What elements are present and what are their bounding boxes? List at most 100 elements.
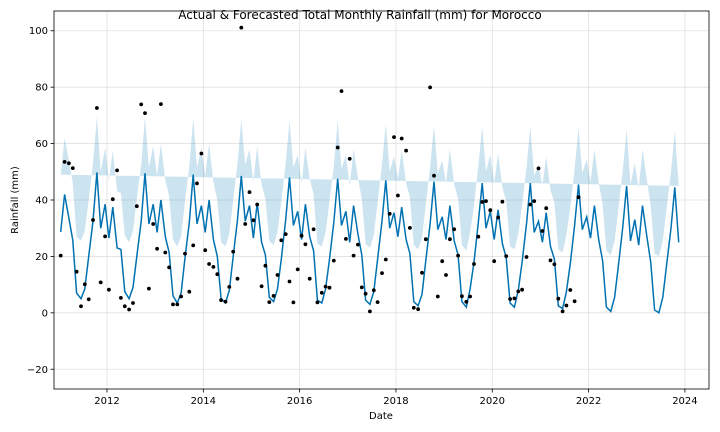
actual-point	[287, 279, 292, 284]
actual-point	[247, 190, 252, 195]
actual-point	[387, 211, 392, 216]
y-tick-label: 40	[35, 196, 48, 207]
x-tick-label: 2016	[287, 396, 312, 407]
actual-point	[576, 195, 581, 200]
actual-point	[275, 273, 280, 277]
y-tick-label: 60	[35, 139, 48, 150]
y-axis-ticks: −20 0 20 40 60 80 100	[27, 26, 54, 376]
actual-point	[283, 232, 288, 237]
actual-point	[251, 218, 256, 223]
actual-point	[347, 156, 352, 161]
actual-point	[359, 285, 364, 290]
actual-point	[131, 301, 135, 305]
actual-point	[552, 262, 557, 267]
x-axis-label: Date	[369, 411, 393, 422]
actual-point	[315, 300, 320, 305]
actual-point	[115, 168, 119, 173]
actual-point	[456, 253, 460, 258]
actual-point	[572, 299, 577, 304]
actual-point	[122, 304, 127, 309]
actual-point	[444, 273, 448, 277]
actual-point	[299, 233, 304, 238]
grid-lines	[54, 11, 709, 389]
actual-point	[404, 148, 408, 153]
actual-point	[319, 290, 324, 295]
actual-point	[127, 307, 131, 312]
actual-point	[488, 208, 493, 213]
actual-point	[199, 151, 204, 156]
actual-point	[508, 297, 512, 301]
actual-point	[243, 222, 248, 226]
actual-point	[516, 289, 521, 294]
actual-point	[392, 135, 396, 140]
actual-point	[211, 265, 216, 269]
actual-point	[82, 282, 87, 287]
actual-point	[484, 199, 488, 204]
actual-point	[480, 200, 485, 204]
actual-point	[98, 280, 103, 285]
actual-point	[435, 294, 440, 299]
actual-point	[91, 218, 95, 222]
plot-area	[53, 10, 710, 390]
y-tick-label: 80	[35, 83, 48, 94]
actual-point	[399, 136, 404, 141]
actual-point	[291, 300, 296, 305]
actual-point	[556, 296, 561, 301]
actual-points	[58, 25, 581, 314]
actual-point	[134, 204, 139, 209]
actual-point	[423, 237, 428, 242]
x-tick-label: 2022	[576, 396, 601, 407]
actual-point	[159, 102, 163, 106]
actual-point	[271, 294, 276, 298]
actual-point	[86, 297, 91, 302]
actual-point	[163, 250, 168, 255]
x-tick-label: 2012	[94, 396, 119, 407]
actual-point	[428, 85, 432, 90]
actual-point	[396, 193, 400, 198]
actual-point	[74, 269, 79, 274]
actual-point	[79, 304, 83, 309]
actual-point	[464, 299, 469, 304]
actual-point	[295, 267, 300, 272]
uncertainty-band	[60, 116, 679, 257]
actual-point	[155, 246, 160, 251]
actual-point	[344, 237, 348, 241]
actual-point	[564, 303, 569, 308]
actual-point	[279, 238, 284, 243]
y-tick-label: 100	[29, 26, 48, 37]
actual-point	[512, 296, 517, 301]
actual-point	[191, 243, 196, 248]
actual-point	[532, 199, 537, 204]
y-tick-label: 0	[42, 308, 48, 319]
actual-point	[175, 302, 180, 307]
actual-point	[267, 300, 272, 304]
actual-point	[411, 305, 416, 310]
actual-point	[110, 197, 115, 202]
actual-point	[536, 166, 541, 171]
actual-point	[468, 294, 472, 299]
actual-point	[62, 160, 67, 164]
actual-point	[167, 265, 172, 270]
actual-point	[183, 251, 187, 256]
actual-point	[448, 237, 452, 242]
actual-point	[472, 262, 476, 266]
actual-point	[440, 259, 445, 264]
actual-point	[331, 258, 336, 263]
y-tick-label: −20	[27, 365, 48, 376]
actual-point	[504, 254, 509, 258]
actual-point	[223, 299, 228, 304]
actual-point	[58, 253, 63, 258]
actual-point	[103, 234, 107, 239]
actual-point	[255, 202, 260, 207]
actual-point	[368, 309, 372, 314]
y-tick-label: 20	[35, 252, 48, 263]
actual-point	[496, 215, 500, 220]
actual-point	[215, 272, 220, 277]
actual-point	[235, 276, 240, 281]
x-tick-label: 2018	[383, 396, 408, 407]
actual-point	[70, 166, 75, 171]
chart-title: Actual & Forecasted Total Monthly Rainfa…	[178, 8, 541, 22]
actual-point	[544, 206, 549, 211]
x-tick-label: 2024	[672, 396, 697, 407]
actual-point	[383, 257, 388, 262]
